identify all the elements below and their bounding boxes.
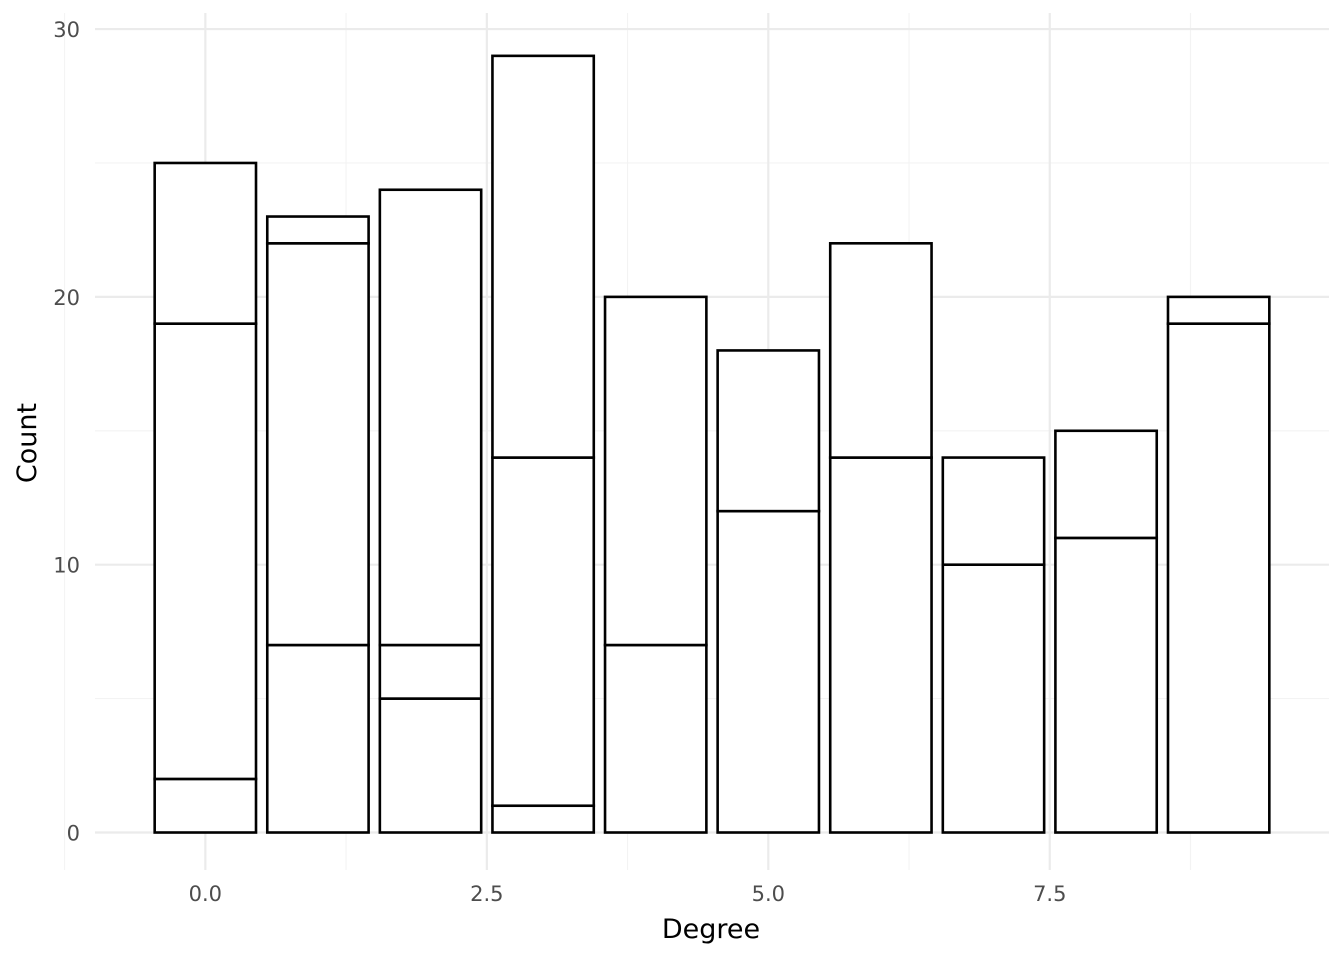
bar-segment bbox=[491, 804, 596, 834]
bar-stack bbox=[491, 54, 596, 834]
bar-segment bbox=[378, 188, 483, 647]
bar-segment bbox=[265, 643, 370, 834]
y-axis-tick-labels: 0 10 20 30 bbox=[53, 18, 80, 845]
bar-segment bbox=[491, 54, 596, 459]
x-tick-label: 0.0 bbox=[189, 882, 222, 906]
x-axis-tick-labels: 0.0 2.5 5.0 7.5 bbox=[189, 882, 1067, 906]
bar-segment bbox=[941, 456, 1046, 566]
bar-segment bbox=[153, 161, 258, 325]
bar-segment bbox=[153, 777, 258, 834]
bar-stack bbox=[1054, 429, 1159, 834]
bar-stack bbox=[941, 456, 1046, 834]
bar-segment bbox=[941, 563, 1046, 834]
x-tick-label: 5.0 bbox=[752, 882, 785, 906]
bar-segment bbox=[603, 643, 708, 834]
y-axis-title: Count bbox=[12, 403, 43, 483]
bar-segment bbox=[378, 643, 483, 700]
bar-stack bbox=[378, 188, 483, 834]
bar-segment bbox=[491, 456, 596, 808]
bar-stack bbox=[603, 295, 708, 834]
bar-segment bbox=[378, 697, 483, 834]
x-axis-title: Degree bbox=[662, 914, 760, 945]
bars bbox=[153, 54, 1271, 834]
y-tick-label: 0 bbox=[67, 822, 80, 846]
bar-segment bbox=[1166, 322, 1271, 834]
x-tick-label: 2.5 bbox=[470, 882, 503, 906]
y-tick-label: 30 bbox=[53, 18, 80, 42]
bar-segment bbox=[1054, 536, 1159, 834]
y-tick-label: 10 bbox=[53, 554, 80, 578]
bar-segment bbox=[265, 215, 370, 245]
bar-stack bbox=[828, 242, 933, 834]
bar-segment bbox=[603, 295, 708, 647]
bar-segment bbox=[716, 349, 821, 513]
bar-segment bbox=[1166, 295, 1271, 325]
bar-segment bbox=[828, 242, 933, 459]
bar-stack bbox=[716, 349, 821, 834]
y-tick-label: 20 bbox=[53, 286, 80, 310]
bar-segment bbox=[1054, 429, 1159, 540]
bar-segment bbox=[153, 322, 258, 781]
x-tick-label: 7.5 bbox=[1033, 882, 1066, 906]
bar-segment bbox=[265, 242, 370, 647]
bar-segment bbox=[828, 456, 933, 834]
bar-stack bbox=[153, 161, 258, 834]
bar-stack bbox=[265, 215, 370, 834]
bar-stack bbox=[1166, 295, 1271, 834]
bar-segment bbox=[716, 509, 821, 834]
